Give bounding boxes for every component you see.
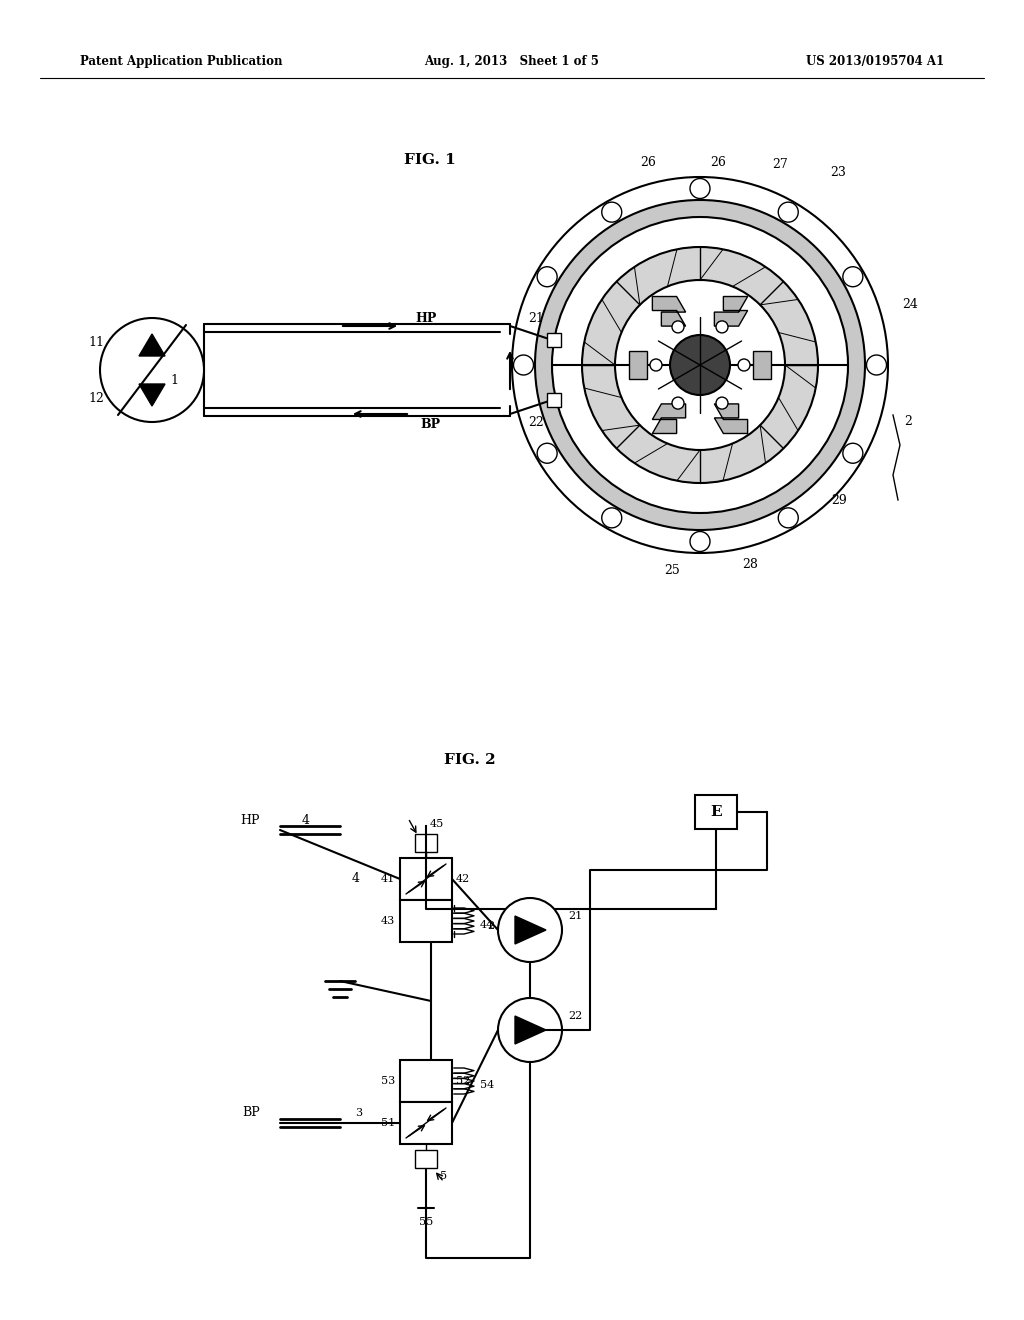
Text: 26: 26 bbox=[710, 156, 726, 169]
Bar bbox=[400, 900, 452, 942]
Text: 11: 11 bbox=[88, 335, 104, 348]
Text: 27: 27 bbox=[772, 158, 787, 172]
Circle shape bbox=[615, 280, 785, 450]
Text: 51: 51 bbox=[381, 1118, 395, 1129]
Bar bbox=[547, 393, 561, 407]
Circle shape bbox=[538, 267, 557, 286]
Text: HP: HP bbox=[415, 312, 436, 325]
Circle shape bbox=[512, 177, 888, 553]
Text: 21: 21 bbox=[568, 911, 583, 921]
Text: Aug. 1, 2013   Sheet 1 of 5: Aug. 1, 2013 Sheet 1 of 5 bbox=[425, 55, 599, 69]
Circle shape bbox=[778, 202, 799, 222]
Text: 26: 26 bbox=[640, 156, 656, 169]
Text: 53: 53 bbox=[381, 1076, 395, 1086]
Polygon shape bbox=[753, 351, 771, 379]
Text: 5: 5 bbox=[440, 1171, 447, 1181]
Circle shape bbox=[513, 355, 534, 375]
Text: 25: 25 bbox=[665, 565, 680, 578]
Polygon shape bbox=[715, 404, 748, 433]
Text: 12: 12 bbox=[88, 392, 103, 404]
Text: 41: 41 bbox=[381, 874, 395, 884]
Polygon shape bbox=[515, 1016, 546, 1044]
Polygon shape bbox=[652, 297, 686, 326]
Text: 1: 1 bbox=[170, 374, 178, 387]
Circle shape bbox=[778, 508, 799, 528]
Text: US 2013/0195704 A1: US 2013/0195704 A1 bbox=[806, 55, 944, 69]
Text: 28: 28 bbox=[742, 558, 758, 572]
Text: FIG. 2: FIG. 2 bbox=[444, 752, 496, 767]
Bar bbox=[547, 333, 561, 347]
Circle shape bbox=[716, 321, 728, 333]
Circle shape bbox=[498, 998, 562, 1063]
Text: 55: 55 bbox=[419, 1217, 433, 1228]
Text: 4: 4 bbox=[352, 873, 360, 886]
Text: 29: 29 bbox=[831, 494, 847, 507]
Text: 22: 22 bbox=[528, 416, 544, 429]
Circle shape bbox=[582, 247, 818, 483]
Text: 45: 45 bbox=[430, 818, 444, 829]
Bar bbox=[415, 1150, 437, 1168]
Bar bbox=[400, 1102, 452, 1144]
Circle shape bbox=[690, 178, 710, 198]
Bar bbox=[695, 795, 737, 829]
Circle shape bbox=[650, 359, 662, 371]
Text: E: E bbox=[711, 805, 722, 818]
Circle shape bbox=[552, 216, 848, 513]
Circle shape bbox=[498, 898, 562, 962]
Bar bbox=[415, 834, 437, 851]
Text: 52: 52 bbox=[456, 1076, 470, 1086]
Bar bbox=[400, 858, 452, 900]
Text: 54: 54 bbox=[480, 1080, 495, 1090]
Circle shape bbox=[535, 201, 865, 531]
Text: Patent Application Publication: Patent Application Publication bbox=[80, 55, 283, 69]
Text: 23: 23 bbox=[830, 165, 846, 178]
Text: BP: BP bbox=[420, 417, 440, 430]
Polygon shape bbox=[715, 297, 748, 326]
Circle shape bbox=[843, 444, 863, 463]
Text: 44: 44 bbox=[480, 920, 495, 931]
Circle shape bbox=[602, 202, 622, 222]
Circle shape bbox=[843, 267, 863, 286]
Polygon shape bbox=[629, 351, 647, 379]
Circle shape bbox=[690, 532, 710, 552]
Text: FIG. 1: FIG. 1 bbox=[404, 153, 456, 168]
Polygon shape bbox=[652, 404, 686, 433]
Text: 4: 4 bbox=[302, 813, 310, 826]
Text: 2: 2 bbox=[904, 414, 912, 428]
Text: 22: 22 bbox=[568, 1011, 583, 1020]
Text: 24: 24 bbox=[902, 298, 918, 312]
Circle shape bbox=[672, 397, 684, 409]
Circle shape bbox=[670, 335, 730, 395]
Circle shape bbox=[672, 321, 684, 333]
Circle shape bbox=[100, 318, 204, 422]
Text: 21: 21 bbox=[528, 312, 544, 325]
Polygon shape bbox=[139, 384, 165, 407]
Polygon shape bbox=[139, 334, 165, 356]
Text: 2: 2 bbox=[486, 921, 494, 931]
Text: HP: HP bbox=[241, 813, 260, 826]
Text: 3: 3 bbox=[355, 1107, 362, 1118]
Text: 43: 43 bbox=[381, 916, 395, 927]
Circle shape bbox=[738, 359, 750, 371]
Text: 42: 42 bbox=[456, 874, 470, 884]
Circle shape bbox=[866, 355, 887, 375]
Circle shape bbox=[538, 444, 557, 463]
Bar bbox=[400, 1060, 452, 1102]
Circle shape bbox=[716, 397, 728, 409]
Text: BP: BP bbox=[243, 1106, 260, 1119]
Circle shape bbox=[602, 508, 622, 528]
Polygon shape bbox=[515, 916, 546, 944]
